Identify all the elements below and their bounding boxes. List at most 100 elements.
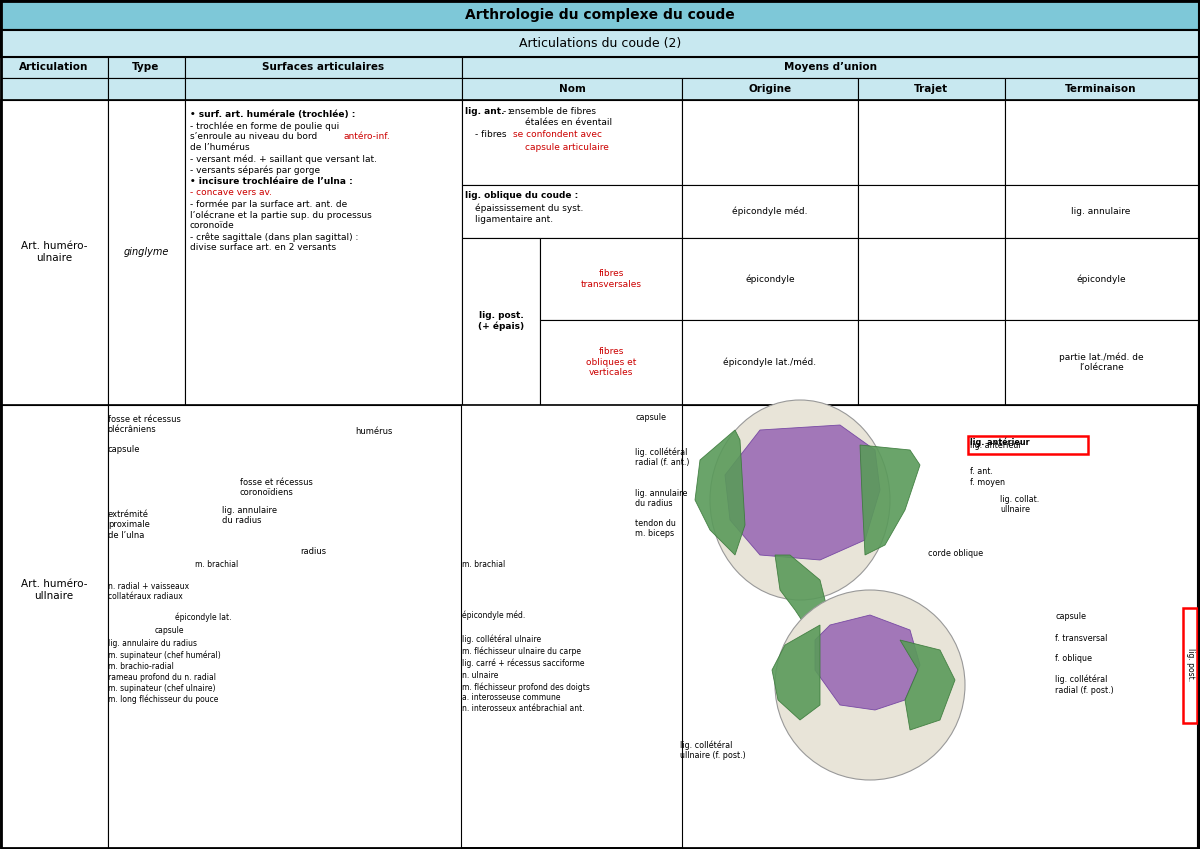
Bar xyxy=(462,100,682,185)
Text: lig. annulaire: lig. annulaire xyxy=(1072,206,1130,216)
Text: m. brachial: m. brachial xyxy=(462,560,505,569)
Text: m. fléchisseur ulnaire du carpe: m. fléchisseur ulnaire du carpe xyxy=(462,647,581,656)
Bar xyxy=(682,405,1198,848)
Text: - ensemble de fibres: - ensemble de fibres xyxy=(503,107,596,116)
Text: - fibres: - fibres xyxy=(475,130,509,139)
Ellipse shape xyxy=(775,590,965,780)
Bar xyxy=(1,30,1199,57)
Text: Arthrologie du complexe du coude: Arthrologie du complexe du coude xyxy=(466,8,734,22)
Text: l’olécrane et la partie sup. du processus: l’olécrane et la partie sup. du processu… xyxy=(190,210,372,220)
Text: épicondyle: épicondyle xyxy=(745,274,794,284)
Bar xyxy=(1,100,1198,405)
Text: m. fléchisseur profond des doigts: m. fléchisseur profond des doigts xyxy=(462,682,590,691)
Text: m. supinateur (chef ulnaire): m. supinateur (chef ulnaire) xyxy=(108,684,216,693)
Text: lig. collétéral
radial (f. post.): lig. collétéral radial (f. post.) xyxy=(1055,675,1114,694)
Text: épicondyle lat.: épicondyle lat. xyxy=(175,613,232,622)
Bar xyxy=(1006,78,1198,100)
Text: • surf. art. humérale (trochlée) :: • surf. art. humérale (trochlée) : xyxy=(190,110,355,119)
Bar xyxy=(1006,185,1198,238)
Bar xyxy=(682,78,858,100)
Bar xyxy=(185,100,462,405)
Text: épaississement du syst.: épaississement du syst. xyxy=(475,203,583,212)
Bar xyxy=(858,100,1006,185)
Text: fosse et récessus
olécrâniens: fosse et récessus olécrâniens xyxy=(108,415,181,435)
Text: capsule: capsule xyxy=(155,626,185,635)
Text: - trochlée en forme de poulie qui: - trochlée en forme de poulie qui xyxy=(190,121,340,131)
Text: ginglyme: ginglyme xyxy=(124,247,169,257)
Polygon shape xyxy=(775,555,830,625)
Text: corde oblique: corde oblique xyxy=(928,549,983,558)
Bar xyxy=(185,78,462,100)
Bar xyxy=(1006,320,1198,405)
Polygon shape xyxy=(815,615,920,710)
Text: lig. collat.
ullnaire: lig. collat. ullnaire xyxy=(1000,495,1039,514)
Text: fibres
transversales: fibres transversales xyxy=(581,269,642,289)
Text: lig. ant. :: lig. ant. : xyxy=(466,107,511,116)
Text: n. interosseux antébrachial ant.: n. interosseux antébrachial ant. xyxy=(462,704,584,713)
Text: - concave vers av.: - concave vers av. xyxy=(190,188,272,197)
Text: f. moyen: f. moyen xyxy=(970,478,1006,487)
Text: f. ant.: f. ant. xyxy=(970,467,992,476)
Ellipse shape xyxy=(710,400,890,600)
Bar xyxy=(1183,608,1198,723)
Bar xyxy=(858,320,1006,405)
Bar xyxy=(1,1,1199,30)
Text: épicondyle méd.: épicondyle méd. xyxy=(462,610,526,620)
Bar xyxy=(682,238,858,320)
Text: lig. carré + récessus sacciforme: lig. carré + récessus sacciforme xyxy=(462,659,584,668)
Text: lig. collétéral
ullnaire (f. post.): lig. collétéral ullnaire (f. post.) xyxy=(680,740,745,760)
Text: humérus: humérus xyxy=(355,427,392,436)
Text: coronoïde: coronoïde xyxy=(190,221,235,230)
Text: se confondent avec: se confondent avec xyxy=(514,130,602,139)
Text: tendon du
m. biceps: tendon du m. biceps xyxy=(635,519,676,538)
Bar xyxy=(108,100,185,405)
Text: m. brachial: m. brachial xyxy=(194,560,239,569)
Text: épicondyle méd.: épicondyle méd. xyxy=(732,206,808,216)
Text: étalées en éventail: étalées en éventail xyxy=(526,118,612,127)
Text: partie lat./méd. de
l’olécrane: partie lat./méd. de l’olécrane xyxy=(1058,352,1144,372)
Text: fosse et récessus
coronoïdiens: fosse et récessus coronoïdiens xyxy=(240,478,313,498)
Bar xyxy=(1,57,108,78)
Text: m. long fléchisseur du pouce: m. long fléchisseur du pouce xyxy=(108,695,218,705)
Text: capsule: capsule xyxy=(1055,612,1086,621)
Text: s’enroule au niveau du bord: s’enroule au niveau du bord xyxy=(190,132,317,141)
Text: n. radial + vaisseaux
collatéraux radiaux: n. radial + vaisseaux collatéraux radiau… xyxy=(108,582,190,601)
Text: fibres
obliques et
verticales: fibres obliques et verticales xyxy=(586,347,636,377)
Text: lig. post.
(+ épais): lig. post. (+ épais) xyxy=(478,311,524,331)
Text: lig. annulaire
du radius: lig. annulaire du radius xyxy=(222,506,277,526)
Text: Surfaces articulaires: Surfaces articulaires xyxy=(262,62,384,72)
Text: m. supinateur (chef huméral): m. supinateur (chef huméral) xyxy=(108,651,221,661)
Text: - versants séparés par gorge: - versants séparés par gorge xyxy=(190,165,320,175)
Bar xyxy=(858,78,1006,100)
Text: ligamentaire ant.: ligamentaire ant. xyxy=(475,215,553,224)
Polygon shape xyxy=(860,445,920,555)
Text: lig. antérieur: lig. antérieur xyxy=(970,440,1021,449)
Text: Trajet: Trajet xyxy=(914,84,948,94)
Bar xyxy=(1,78,108,100)
Polygon shape xyxy=(900,640,955,730)
Bar xyxy=(462,238,540,405)
Text: de l’humérus: de l’humérus xyxy=(190,143,250,152)
Bar xyxy=(1,100,108,405)
Text: capsule: capsule xyxy=(108,445,140,454)
Bar xyxy=(185,57,462,78)
Polygon shape xyxy=(772,625,820,720)
Text: Art. huméro-
ulnaire: Art. huméro- ulnaire xyxy=(20,241,88,263)
Text: • incisure trochléaire de l’ulna :: • incisure trochléaire de l’ulna : xyxy=(190,177,353,186)
Text: épicondyle: épicondyle xyxy=(1076,274,1126,284)
Text: lig. antérieur: lig. antérieur xyxy=(970,437,1030,447)
Text: m. brachio-radial: m. brachio-radial xyxy=(108,662,174,671)
Text: Origine: Origine xyxy=(749,84,792,94)
Polygon shape xyxy=(695,430,745,555)
Bar xyxy=(108,405,461,848)
Text: lig. collétéral
radial (f. ant.): lig. collétéral radial (f. ant.) xyxy=(635,447,690,467)
Bar xyxy=(858,238,1006,320)
Bar xyxy=(462,185,682,238)
Text: radius: radius xyxy=(300,547,326,556)
Bar xyxy=(540,320,682,405)
Text: Nom: Nom xyxy=(558,84,586,94)
Bar xyxy=(108,78,185,100)
Polygon shape xyxy=(725,425,880,560)
Text: - versant méd. + saillant que versant lat.: - versant méd. + saillant que versant la… xyxy=(190,154,377,164)
Text: lig. annulaire du radius: lig. annulaire du radius xyxy=(108,639,197,648)
